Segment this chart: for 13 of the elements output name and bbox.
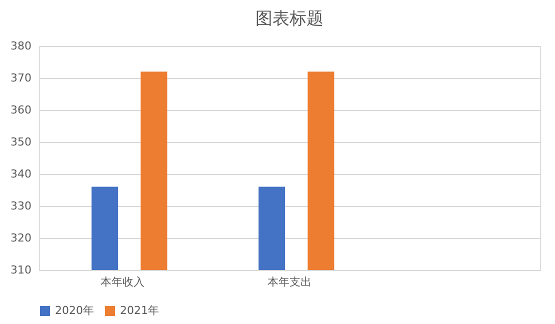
y-tick-label: 380 bbox=[10, 40, 32, 52]
y-tick-label: 360 bbox=[10, 104, 32, 116]
y-tick-label: 370 bbox=[10, 72, 32, 84]
y-tick-label: 350 bbox=[10, 136, 32, 148]
y-tick-label: 340 bbox=[10, 168, 32, 180]
chart-title: 图表标题 bbox=[256, 9, 324, 29]
legend-label: 2020年 bbox=[55, 304, 94, 317]
y-tick-label: 310 bbox=[10, 264, 32, 276]
x-tick-label: 本年支出 bbox=[268, 276, 312, 288]
legend-label: 2021年 bbox=[120, 304, 159, 317]
y-tick-label: 330 bbox=[10, 200, 32, 212]
y-tick-label: 320 bbox=[10, 232, 32, 244]
x-tick-label: 本年收入 bbox=[100, 276, 144, 288]
